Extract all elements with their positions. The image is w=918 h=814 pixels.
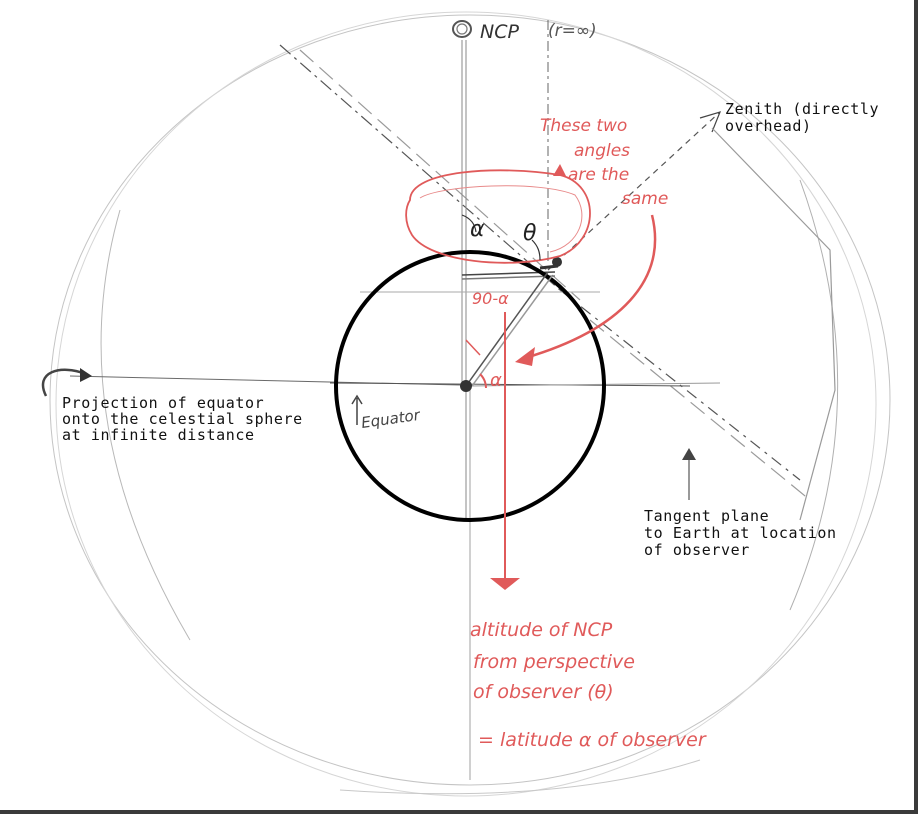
earth-center-point [460,380,472,392]
ncp-label: NCP [480,21,519,43]
annotation-arrow-up [553,164,566,176]
ninety-minus-alpha-label: 90-α [472,289,509,308]
observer-point [552,257,562,267]
projection-label-line1: Projection of equator [62,394,264,412]
zenith-line [547,111,836,521]
projection-arrow-head [80,368,92,382]
earth-circle [334,250,606,522]
down-arrow-head [490,578,520,590]
conclusion-line2: from perspective [473,651,635,673]
projection-label-line2: onto the celestial sphere [62,410,303,428]
equator-line [69,375,721,387]
curved-arrow-to-alpha [524,214,657,360]
tangent-label-line2: to Earth at location [644,524,837,542]
projection-label-line3: at infinite distance [62,426,255,444]
alpha-top-arc [461,214,477,233]
zenith-label-line2: overhead) [725,117,812,135]
theta-arc [531,239,541,261]
angle-highlight-ellipse-inner [419,185,583,253]
center-angle-arc [479,373,487,389]
infinite-radius-label: (r=∞) [548,21,597,41]
same-angles-line3: are the [568,165,629,185]
equator-label: Equator [360,406,422,432]
same-angles-line2: angles [574,141,630,161]
theta-label: θ [523,221,537,246]
same-angles-line1: These two [540,116,627,136]
observer-mark [539,264,559,270]
equator-arrow [351,394,363,425]
tangent-plane-line [279,44,811,501]
conclusion-line4: = latitude α of observer [478,729,707,751]
projection-arrow [41,368,87,397]
alpha-center-label: α [490,370,502,391]
same-angles-line4: same [622,189,668,209]
celestial-sphere [49,11,891,797]
conclusion-line3: of observer (θ) [473,681,614,703]
tangent-label-line1: Tangent plane [644,507,769,525]
observer-radius [465,271,553,387]
curved-arrow-head [515,347,535,366]
tangent-label-line3: of observer [644,541,750,559]
ncp-marker [452,20,472,38]
conclusion-line1: altitude of NCP [470,619,613,641]
tangent-arrow-head [682,448,696,460]
ninety-arc [465,339,481,356]
angle-highlight-ellipse [405,169,591,264]
zenith-label-line1: Zenith (directly [725,100,879,118]
alpha-top-label: α [470,217,485,242]
